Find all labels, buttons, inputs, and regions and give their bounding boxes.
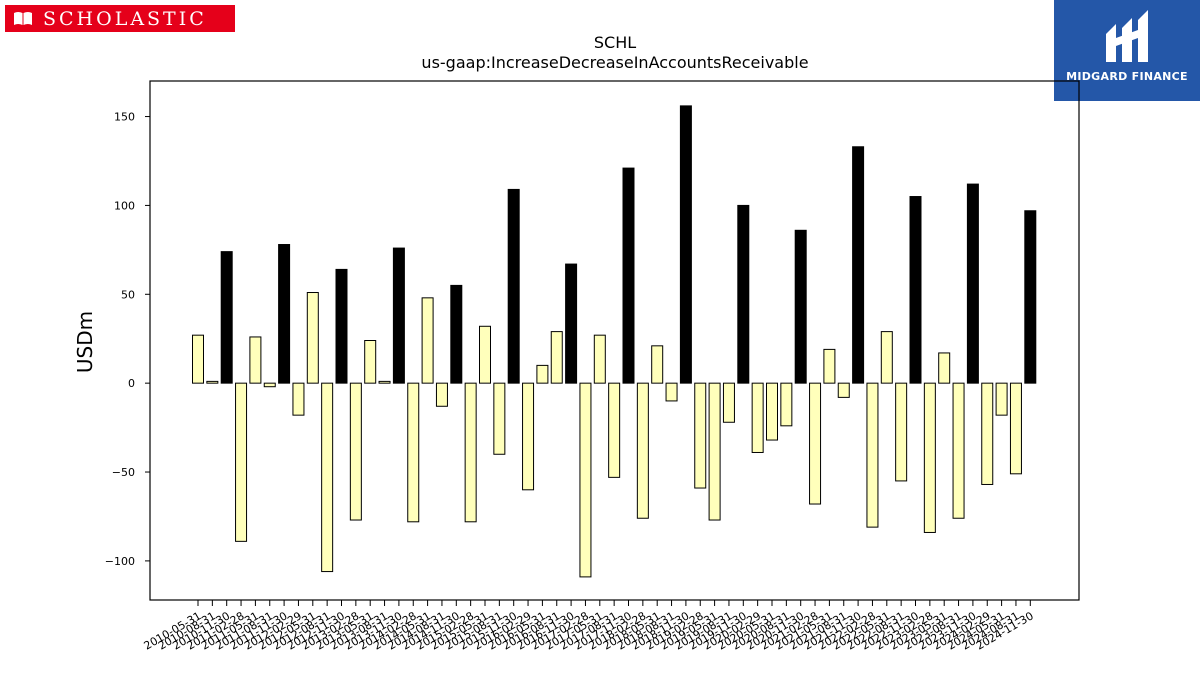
bar — [722, 382, 735, 423]
bar — [751, 382, 764, 453]
bar — [292, 382, 305, 416]
bar — [895, 382, 908, 482]
bar — [952, 382, 965, 519]
bar — [794, 229, 807, 384]
bar — [1024, 210, 1037, 384]
bar — [880, 331, 893, 384]
bar — [335, 268, 348, 384]
bar — [565, 263, 578, 384]
bar — [263, 382, 276, 388]
bar — [220, 251, 233, 384]
bar — [694, 382, 707, 489]
bar — [923, 382, 936, 533]
bar — [349, 382, 362, 521]
bar — [536, 364, 549, 384]
bar — [493, 382, 506, 455]
bar — [866, 382, 879, 528]
bar — [809, 382, 822, 505]
y-tick-label: 0 — [128, 377, 135, 390]
bar — [665, 382, 678, 402]
bar — [823, 348, 836, 384]
bar — [995, 382, 1008, 416]
scholastic-logo: SCHOLASTIC — [5, 5, 235, 32]
bar — [479, 325, 491, 384]
bar — [450, 284, 463, 384]
y-tick-label: 100 — [114, 199, 135, 212]
bar — [392, 247, 405, 384]
scholastic-wordmark: SCHOLASTIC — [43, 8, 207, 30]
bar — [206, 380, 219, 384]
y-tick-label: −50 — [112, 466, 135, 479]
bar — [780, 382, 793, 427]
plot-frame — [149, 80, 1080, 601]
open-book-icon — [14, 12, 32, 25]
chart-subtitle: us-gaap:IncreaseDecreaseInAccountsReceiv… — [421, 53, 808, 72]
bar — [249, 336, 262, 384]
midgard-mark-icon — [1106, 10, 1148, 62]
bar — [1009, 382, 1022, 475]
bar — [852, 146, 865, 384]
y-tick-label: −100 — [105, 555, 135, 568]
bar — [278, 244, 291, 384]
bar — [938, 352, 951, 384]
bar — [421, 297, 434, 384]
bar — [593, 334, 606, 384]
midgard-finance-logo: MIDGARD FINANCE — [1054, 0, 1200, 101]
bar — [550, 331, 563, 384]
bar — [766, 382, 778, 441]
bar — [435, 382, 448, 407]
bar — [622, 167, 635, 384]
y-tick-label: 50 — [121, 288, 135, 301]
bar — [679, 105, 692, 384]
bar — [608, 382, 621, 478]
bar — [708, 382, 721, 521]
bar — [837, 382, 850, 398]
bar — [579, 382, 592, 578]
bar — [909, 196, 922, 384]
bar — [636, 382, 649, 519]
bar — [407, 382, 420, 523]
y-tick-label: 150 — [114, 111, 135, 124]
bar — [306, 292, 319, 384]
bar — [464, 382, 477, 523]
chart-title: SCHL — [594, 33, 636, 52]
bar — [981, 382, 994, 485]
bar — [651, 345, 664, 384]
bar — [966, 183, 979, 384]
bar — [507, 188, 520, 384]
bar — [235, 382, 248, 542]
midgard-wordmark: MIDGARD FINANCE — [1066, 70, 1188, 83]
bar — [321, 382, 334, 573]
bar — [192, 334, 204, 384]
y-axis-label: USDm — [73, 311, 97, 373]
bar — [737, 204, 750, 384]
bar — [378, 380, 391, 384]
bar — [364, 340, 377, 384]
bar — [522, 382, 535, 491]
